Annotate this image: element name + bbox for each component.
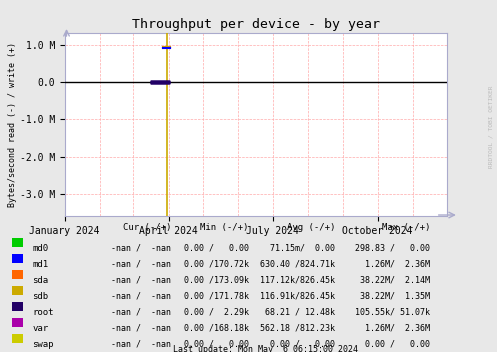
Text: -nan /  -nan: -nan / -nan [111,244,171,253]
Text: -nan /  -nan: -nan / -nan [111,323,171,333]
Title: Throughput per device - by year: Throughput per device - by year [132,18,380,31]
Text: -nan /  -nan: -nan / -nan [111,291,171,301]
Text: 1.26M/  2.36M: 1.26M/ 2.36M [365,259,430,269]
Text: 0.00 /168.18k: 0.00 /168.18k [183,323,248,333]
Bar [12,318,23,327]
Bar [12,254,23,263]
Bar [12,286,23,295]
Text: Cur (-/+): Cur (-/+) [123,223,171,232]
Text: md0: md0 [32,244,48,253]
Text: 0.00 /   0.00: 0.00 / 0.00 [183,340,248,348]
Bar [12,334,23,343]
Text: 0.00 /173.09k: 0.00 /173.09k [183,276,248,284]
Text: 630.40 /824.71k: 630.40 /824.71k [260,259,335,269]
Text: 562.18 /812.23k: 562.18 /812.23k [260,323,335,333]
Text: md1: md1 [32,259,48,269]
Text: 0.00 /170.72k: 0.00 /170.72k [183,259,248,269]
Text: root: root [32,308,54,316]
Text: 1.26M/  2.36M: 1.26M/ 2.36M [365,323,430,333]
Text: 0.00 /  2.29k: 0.00 / 2.29k [183,308,248,316]
Text: 298.83 /   0.00: 298.83 / 0.00 [355,244,430,253]
Text: Max (-/+): Max (-/+) [382,223,430,232]
Text: 117.12k/826.45k: 117.12k/826.45k [260,276,335,284]
Text: 105.55k/ 51.07k: 105.55k/ 51.07k [355,308,430,316]
Text: 38.22M/  2.14M: 38.22M/ 2.14M [360,276,430,284]
Text: -nan /  -nan: -nan / -nan [111,340,171,348]
Text: RRDTOOL / TOBI OETIKER: RRDTOOL / TOBI OETIKER [489,86,494,168]
Bar [12,302,23,311]
Text: 116.91k/826.45k: 116.91k/826.45k [260,291,335,301]
Text: -nan /  -nan: -nan / -nan [111,259,171,269]
Text: Avg (-/+): Avg (-/+) [287,223,335,232]
Text: Min (-/+): Min (-/+) [200,223,248,232]
Text: sda: sda [32,276,48,284]
Bar [12,270,23,279]
Text: 71.15m/  0.00: 71.15m/ 0.00 [270,244,335,253]
Text: -nan /  -nan: -nan / -nan [111,276,171,284]
Text: 38.22M/  1.35M: 38.22M/ 1.35M [360,291,430,301]
Bar [12,238,23,247]
Text: var: var [32,323,48,333]
Text: 68.21 / 12.48k: 68.21 / 12.48k [265,308,335,316]
Text: -nan /  -nan: -nan / -nan [111,308,171,316]
Text: Last update: Mon May  6 06:15:00 2024: Last update: Mon May 6 06:15:00 2024 [173,345,358,352]
Text: 0.00 /   0.00: 0.00 / 0.00 [183,244,248,253]
Text: swap: swap [32,340,54,348]
Text: 0.00 /   0.00: 0.00 / 0.00 [365,340,430,348]
Text: sdb: sdb [32,291,48,301]
Y-axis label: Bytes/second read (-) / write (+): Bytes/second read (-) / write (+) [8,43,17,207]
Text: 0.00 /   0.00: 0.00 / 0.00 [270,340,335,348]
Text: 0.00 /171.78k: 0.00 /171.78k [183,291,248,301]
